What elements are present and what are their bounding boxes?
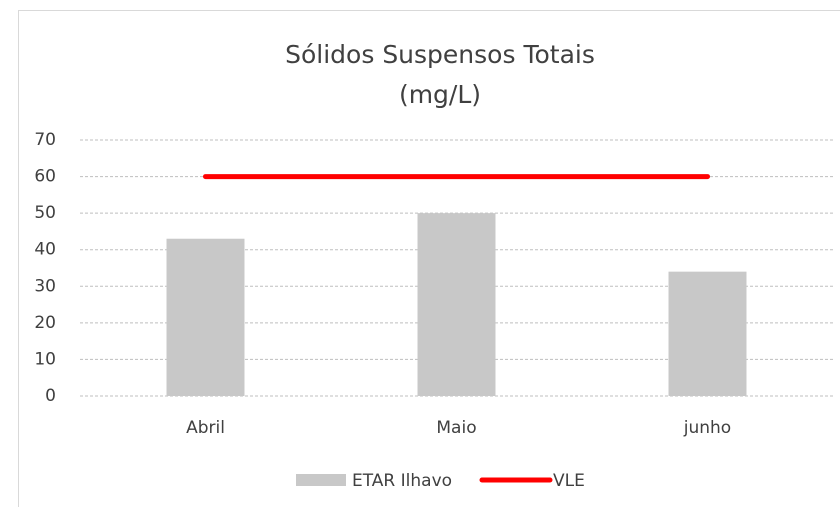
legend-label: VLE (553, 471, 585, 491)
y-tick-label: 10 (34, 349, 56, 369)
x-tick-label: Abril (186, 418, 225, 438)
y-tick-label: 30 (34, 276, 56, 296)
x-tick-label: Maio (436, 418, 476, 438)
y-tick-label: 40 (34, 240, 56, 260)
bar (668, 271, 747, 396)
y-tick-label: 50 (34, 203, 56, 223)
legend-label: ETAR Ilhavo (352, 471, 452, 491)
y-tick-label: 70 (34, 130, 56, 150)
y-tick-label: 20 (34, 313, 56, 333)
chart-title: (mg/L) (399, 80, 481, 109)
y-tick-label: 0 (45, 386, 56, 406)
x-tick-label: junho (683, 418, 731, 438)
bar (166, 238, 245, 396)
legend-swatch (296, 474, 346, 486)
bar (417, 213, 496, 396)
chart-title: Sólidos Suspensos Totais (285, 40, 595, 69)
y-tick-label: 60 (34, 167, 56, 187)
